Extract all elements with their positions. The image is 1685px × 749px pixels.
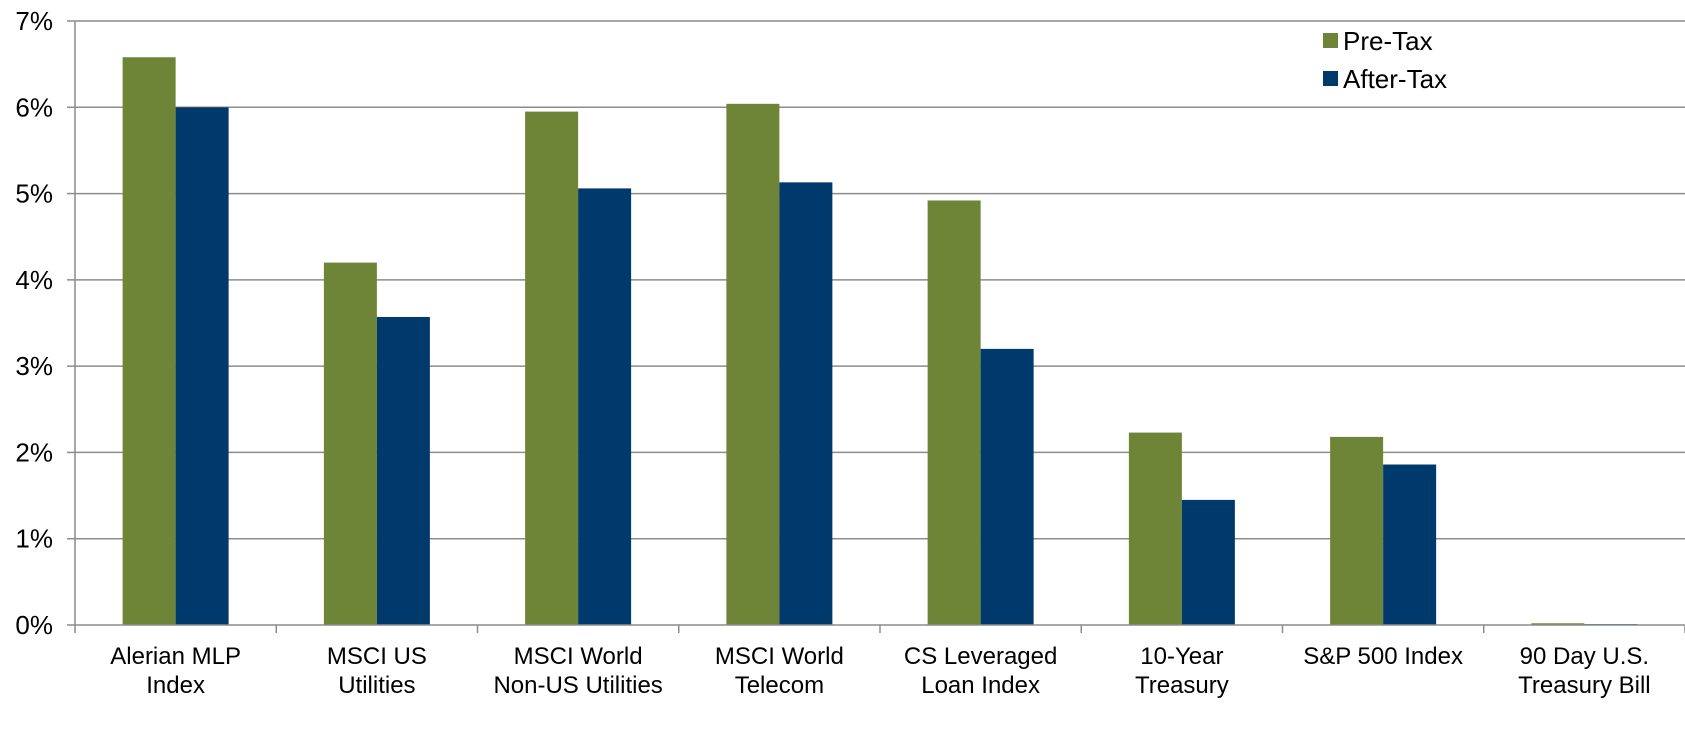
bars (122, 57, 1638, 626)
bar-after-tax (779, 182, 833, 625)
x-tick-label: 90 Day U.S. Treasury Bill (1518, 643, 1650, 699)
bar-pre-tax (1531, 623, 1585, 625)
x-tick-label: S&P 500 Index (1303, 643, 1463, 670)
y-tick-label: 3% (15, 351, 53, 381)
x-axis (74, 624, 1685, 633)
legend-label-after-tax: After-Tax (1343, 64, 1447, 94)
legend-swatch-after-tax (1323, 71, 1338, 86)
x-tick-label: CS Leveraged Loan Index (904, 643, 1057, 699)
y-tick-label: 6% (15, 92, 53, 122)
bar-pre-tax (525, 111, 579, 626)
x-tick-label: 10-Year Treasury (1135, 643, 1229, 699)
bar-pre-tax (323, 262, 377, 625)
y-tick-label: 2% (15, 437, 53, 467)
x-tick-label: MSCI US Utilities (327, 643, 427, 699)
bar-after-tax (1181, 499, 1235, 625)
bar-pre-tax (726, 103, 780, 625)
bar-after-tax (376, 316, 430, 625)
bar-pre-tax (927, 200, 981, 625)
gridlines (75, 20, 1685, 540)
bar-after-tax (1383, 464, 1437, 625)
y-tick-label: 1% (15, 524, 53, 554)
x-tick-label: MSCI World Non-US Utilities (493, 643, 662, 699)
bar-after-tax (980, 348, 1034, 625)
legend-swatch-pre-tax (1323, 33, 1338, 48)
bar-pre-tax (1330, 436, 1384, 625)
bar-pre-tax (1128, 432, 1182, 625)
y-tick-label: 7% (15, 6, 53, 36)
y-axis-ticks: 0% 1% 2% 3% 4% 5% 6% 7% (15, 6, 76, 640)
bar-after-tax (175, 107, 229, 626)
y-tick-label: 4% (15, 265, 53, 295)
x-tick-label: Alerian MLP Index (110, 643, 241, 699)
bar-pre-tax (122, 57, 176, 626)
y-tick-label: 5% (15, 179, 53, 209)
bar-after-tax (578, 188, 632, 625)
x-axis-labels: Alerian MLP Index MSCI US Utilities MSCI Wor… (110, 643, 1650, 699)
legend-label-pre-tax: Pre-Tax (1343, 26, 1433, 56)
y-tick-label: 0% (15, 610, 53, 640)
x-tick-label: MSCI World Telecom (715, 643, 844, 699)
legend: Pre-Tax After-Tax (1323, 26, 1447, 94)
